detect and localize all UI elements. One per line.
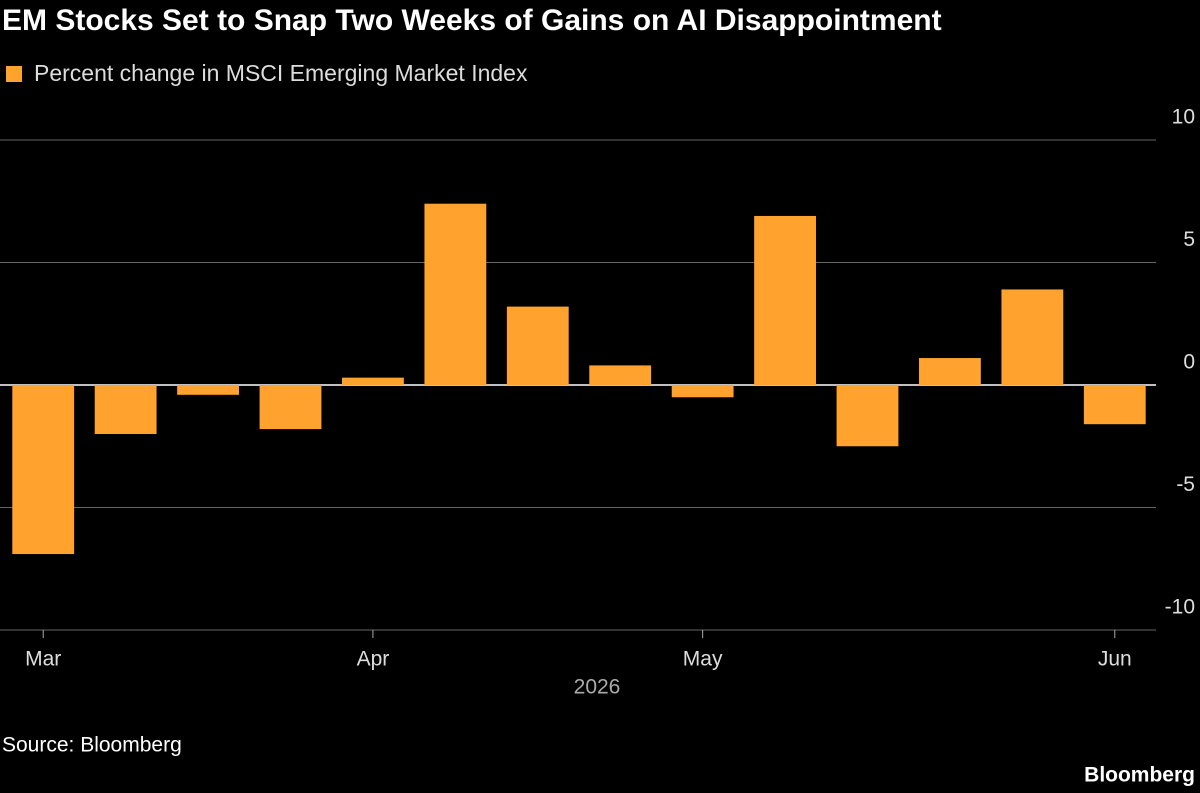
brand: Bloomberg [1084, 764, 1195, 787]
y-tick-label: -10 [1165, 596, 1195, 619]
y-tick-label: 0 [1183, 351, 1195, 374]
bar [259, 385, 322, 430]
bar [177, 385, 239, 395]
bar [94, 385, 157, 434]
bar [1001, 289, 1064, 385]
y-tick-label: 10 [1172, 106, 1195, 129]
bar [754, 215, 816, 385]
bar [836, 385, 899, 447]
bar [506, 306, 569, 385]
bar [1083, 385, 1146, 425]
x-tick-label: Mar [25, 648, 61, 671]
legend-label: Percent change in MSCI Emerging Market I… [34, 60, 528, 86]
x-tick-label: May [683, 648, 723, 671]
bar [671, 385, 734, 398]
chart-title: EM Stocks Set to Snap Two Weeks of Gains… [2, 4, 942, 37]
bar [919, 358, 981, 385]
x-tick-label: Jun [1098, 648, 1132, 671]
y-tick-label: -5 [1176, 473, 1195, 496]
x-tick-label: Apr [357, 648, 390, 671]
bar [342, 377, 404, 385]
bar [424, 203, 487, 385]
y-tick-label: 5 [1183, 228, 1195, 251]
bar [12, 385, 75, 555]
legend-swatch [6, 66, 22, 82]
bar [589, 365, 652, 385]
source: Source: Bloomberg [2, 734, 182, 757]
x-axis-label: 2026 [574, 676, 621, 699]
